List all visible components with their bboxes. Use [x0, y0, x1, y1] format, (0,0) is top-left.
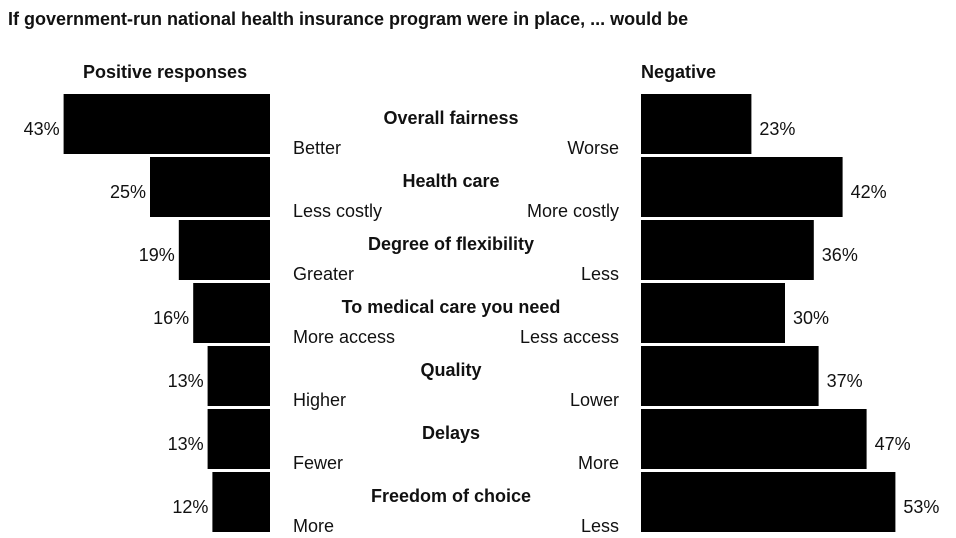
category-label: Delays — [422, 423, 480, 443]
negative-label: Worse — [567, 138, 619, 158]
bar — [641, 409, 867, 469]
category-label: To medical care you need — [342, 297, 561, 317]
positive-label: Less costly — [293, 201, 382, 221]
category-label: Quality — [420, 360, 481, 380]
bar — [641, 220, 814, 280]
bar — [63, 94, 270, 154]
value-label: 13% — [168, 371, 204, 391]
negative-label: Less — [581, 264, 619, 284]
legend-positive: Positive responses — [83, 62, 247, 82]
bar — [641, 94, 752, 154]
category-label: Overall fairness — [383, 108, 518, 128]
bar — [178, 220, 270, 280]
value-label: 25% — [110, 182, 146, 202]
value-label: 47% — [875, 434, 911, 454]
negative-label: Lower — [570, 390, 619, 410]
negative-label: More costly — [527, 201, 619, 221]
value-label: 13% — [168, 434, 204, 454]
value-label: 53% — [903, 497, 939, 517]
positive-label: Better — [293, 138, 341, 158]
value-label: 19% — [139, 245, 175, 265]
positive-label: Higher — [293, 390, 346, 410]
category-label: Health care — [402, 171, 499, 191]
bar — [641, 472, 896, 532]
value-label: 23% — [759, 119, 795, 139]
value-label: 36% — [822, 245, 858, 265]
bar — [212, 472, 270, 532]
positive-label: Greater — [293, 264, 354, 284]
bar — [641, 346, 819, 406]
positive-label: More access — [293, 327, 395, 347]
bar — [641, 283, 785, 343]
bar — [207, 346, 270, 406]
legend-negative: Negative — [641, 62, 716, 82]
bar — [641, 157, 843, 217]
category-label: Degree of flexibility — [368, 234, 534, 254]
chart-title: If government-run national health insura… — [8, 9, 688, 29]
bar — [207, 409, 270, 469]
negative-label: Less access — [520, 327, 619, 347]
negative-label: More — [578, 453, 619, 473]
bar — [193, 283, 270, 343]
category-label: Freedom of choice — [371, 486, 531, 506]
positive-label: Fewer — [293, 453, 343, 473]
value-label: 43% — [24, 119, 60, 139]
value-label: 42% — [851, 182, 887, 202]
value-label: 37% — [827, 371, 863, 391]
value-label: 16% — [153, 308, 189, 328]
value-label: 12% — [172, 497, 208, 517]
positive-label: More — [293, 516, 334, 536]
negative-label: Less — [581, 516, 619, 536]
value-label: 30% — [793, 308, 829, 328]
bar — [150, 157, 270, 217]
